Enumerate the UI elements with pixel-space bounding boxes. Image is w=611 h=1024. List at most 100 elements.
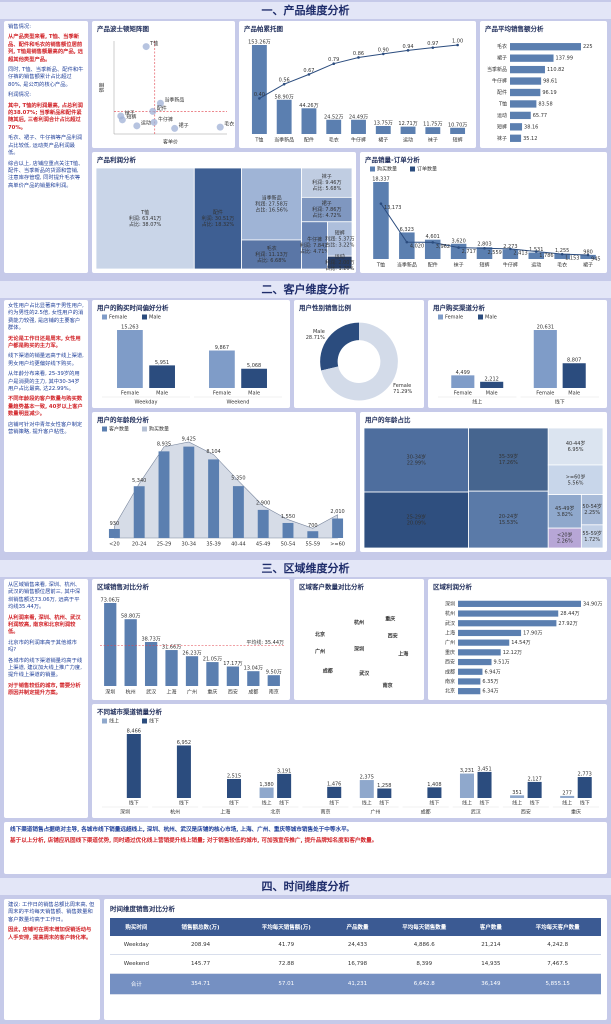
chart-panel: 区域客户数量对比分析 杭州 深圳 重庆 北京 西安 广州 上海 成都 武汉 南京 [294, 579, 424, 700]
legend-swatch [478, 314, 483, 320]
value-label: 58.90万 [275, 94, 294, 100]
value-label: 700 [308, 523, 318, 529]
note-panel: 销售情况: 从产品类型来看, T恤、当季新品、配件和毛衣的销售额位居前列, T恤是… [4, 21, 88, 273]
category-label: 线上 [472, 399, 482, 406]
chart-panel: 区域销售对比分析 73.06万 深圳 58.80万 杭州 38.73万 武汉 31.66万 上海… [92, 579, 290, 700]
cell-value: 利润: 30.51万 [202, 215, 235, 222]
line-point [534, 250, 538, 253]
line-label: 0.67 [303, 68, 314, 74]
point [150, 118, 158, 126]
table-cell: 145.77 [162, 954, 239, 974]
word: 重庆 [385, 615, 395, 622]
category-label: 广州 [445, 639, 455, 646]
cell-value: 利润: 7.86万 [312, 206, 341, 213]
slice-label: Male [313, 329, 325, 335]
cell-value: 占比: 5.68% [312, 185, 341, 192]
value-label: 3,191 [277, 768, 291, 774]
word: 深圳 [354, 646, 364, 653]
cell-value: 22.99% [407, 461, 426, 467]
cell-value: 20.09% [407, 521, 426, 527]
bar [208, 459, 220, 538]
bar [458, 668, 483, 675]
line-point [431, 241, 435, 244]
table-panel: 时间维度销售对比分析 购买时间 销售额总数(万) 平均每天销售额(万) 产品数量 平均每天… [104, 899, 607, 1020]
point [118, 116, 126, 124]
line-point [282, 82, 286, 86]
bar [209, 350, 235, 388]
category-label: 上海 [167, 689, 177, 696]
line-point [332, 62, 336, 65]
bar [510, 795, 525, 798]
bar [108, 528, 120, 538]
value-label: 13.75万 [374, 121, 393, 127]
value-label: 65.77 [533, 113, 547, 119]
value-label: 6,323 [400, 227, 414, 233]
category-label: 25-29 [157, 542, 172, 548]
chart-panel: 用户购买渠道分析 Female Male 4,499 Female 2,212 Male 线上… [428, 300, 607, 408]
note-panel: 从区域销售来看, 深圳、杭州、武汉的销售额位居前三, 其中深圳销售额达73.06… [4, 579, 88, 818]
category-label: 50-54 [281, 542, 296, 548]
bar [400, 126, 416, 134]
note-paragraph: 从区域销售来看, 深圳、杭州、武汉的销售额位居前三, 其中深圳销售额达73.06… [8, 582, 81, 611]
table-cell: Weekday [110, 936, 163, 955]
series-label: 线下 [329, 800, 339, 807]
table-row: 合计 354.71 57.01 41,231 6,642.8 36,149 5,855.15 [110, 973, 601, 995]
value-label: 6.35万 [482, 679, 498, 685]
bar [133, 486, 145, 538]
point [156, 99, 164, 107]
category-label: 杭州 [170, 809, 180, 816]
section-header: 三、区域维度分析 [0, 560, 611, 577]
category-label: 45-49 [256, 542, 271, 548]
category-label: 配件 [428, 262, 438, 269]
value-label: 1,380 [259, 782, 273, 788]
word: 上海 [398, 651, 408, 658]
value-label: 38.73万 [141, 637, 160, 643]
line-point [586, 253, 590, 257]
value-label: 8,807 [567, 358, 581, 364]
cell-label: 毛衣 [267, 245, 277, 252]
note-paragraph: 从年龄分布来看, 25-39岁的用户是消费的主力, 其中30-34岁用户占比最高… [8, 371, 80, 393]
cell-label: >=60岁 [566, 473, 586, 480]
value-label: 6.94万 [484, 669, 500, 675]
line-label: 3,962 [436, 244, 450, 250]
value-label: 12.12万 [503, 650, 522, 656]
category-label: 线下 [555, 399, 565, 406]
category-label: 当季新品 [397, 262, 417, 269]
category-label: 南京 [269, 689, 279, 696]
line-label: 2,717 [462, 249, 476, 255]
cell-label: 40-44岁 [566, 440, 586, 447]
point-label: 运动 [141, 119, 151, 126]
value-label: 5,068 [247, 363, 261, 369]
treemap-cell [468, 427, 549, 492]
treemap-cell [193, 167, 242, 270]
bar [533, 330, 557, 388]
bar [458, 658, 492, 666]
bar [510, 65, 545, 74]
bar [241, 368, 267, 388]
category-label: 南京 [320, 809, 330, 816]
bar [577, 777, 592, 798]
line-point [379, 202, 383, 205]
bar [502, 249, 519, 259]
series-label: 线下 [129, 800, 139, 807]
line-label: 0.40 [254, 92, 265, 98]
value-label: 28.44万 [560, 611, 579, 617]
treemap-cell [547, 427, 604, 466]
bar [427, 787, 442, 798]
treemap-cell [468, 490, 549, 549]
bar [176, 745, 191, 798]
line-label: 4,020 [410, 244, 424, 250]
cell-value: 占比: 4.71% [300, 248, 329, 255]
section-header: 二、客户维度分析 [0, 281, 611, 298]
area [114, 441, 338, 539]
treemap-cell [301, 196, 353, 223]
value-label: 9,425 [182, 437, 196, 443]
chart-title: 用户的年龄段分析 [96, 415, 150, 424]
legend-label: 客户数量 [109, 426, 129, 433]
series-label: 线下 [580, 800, 590, 807]
